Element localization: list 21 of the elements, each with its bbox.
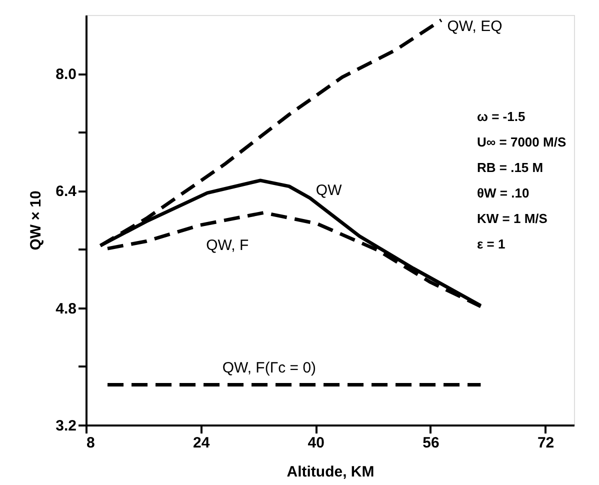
x-tick-label: 40 (308, 434, 324, 452)
annotation: QW, EQ (447, 18, 502, 36)
annotation: ω = -1.5 (477, 109, 526, 124)
annotation: QW (316, 182, 343, 200)
y-tick-label: 8.0 (56, 66, 76, 84)
annotation: ε = 1 (477, 236, 506, 252)
annotation: RB = .15 M (477, 160, 544, 175)
x-tick-label: 8 (86, 434, 95, 452)
x-axis-title: Altitude, KM (286, 464, 374, 480)
annotation: QW, F (206, 237, 249, 254)
y-tick-label: 6.4 (56, 183, 78, 200)
x-tick-label: 72 (537, 434, 554, 452)
y-axis-title: QW × 10 (28, 190, 45, 250)
y-tick-label: 3.2 (56, 418, 76, 434)
annotation: KW = 1 M/S (477, 211, 548, 226)
x-tick-label: 56 (422, 434, 440, 452)
x-tick-label: 24 (192, 434, 210, 452)
annotation: U∞ = 7000 M/S (477, 134, 566, 150)
y-tick-label: 4.8 (56, 300, 76, 318)
annotation: θW = .10 (477, 186, 530, 200)
annotation: QW, F(Γc = 0) (222, 360, 316, 377)
